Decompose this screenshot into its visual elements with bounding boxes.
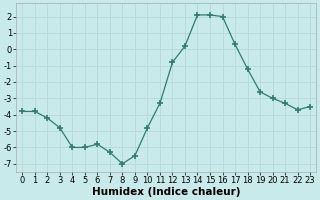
X-axis label: Humidex (Indice chaleur): Humidex (Indice chaleur)	[92, 187, 240, 197]
